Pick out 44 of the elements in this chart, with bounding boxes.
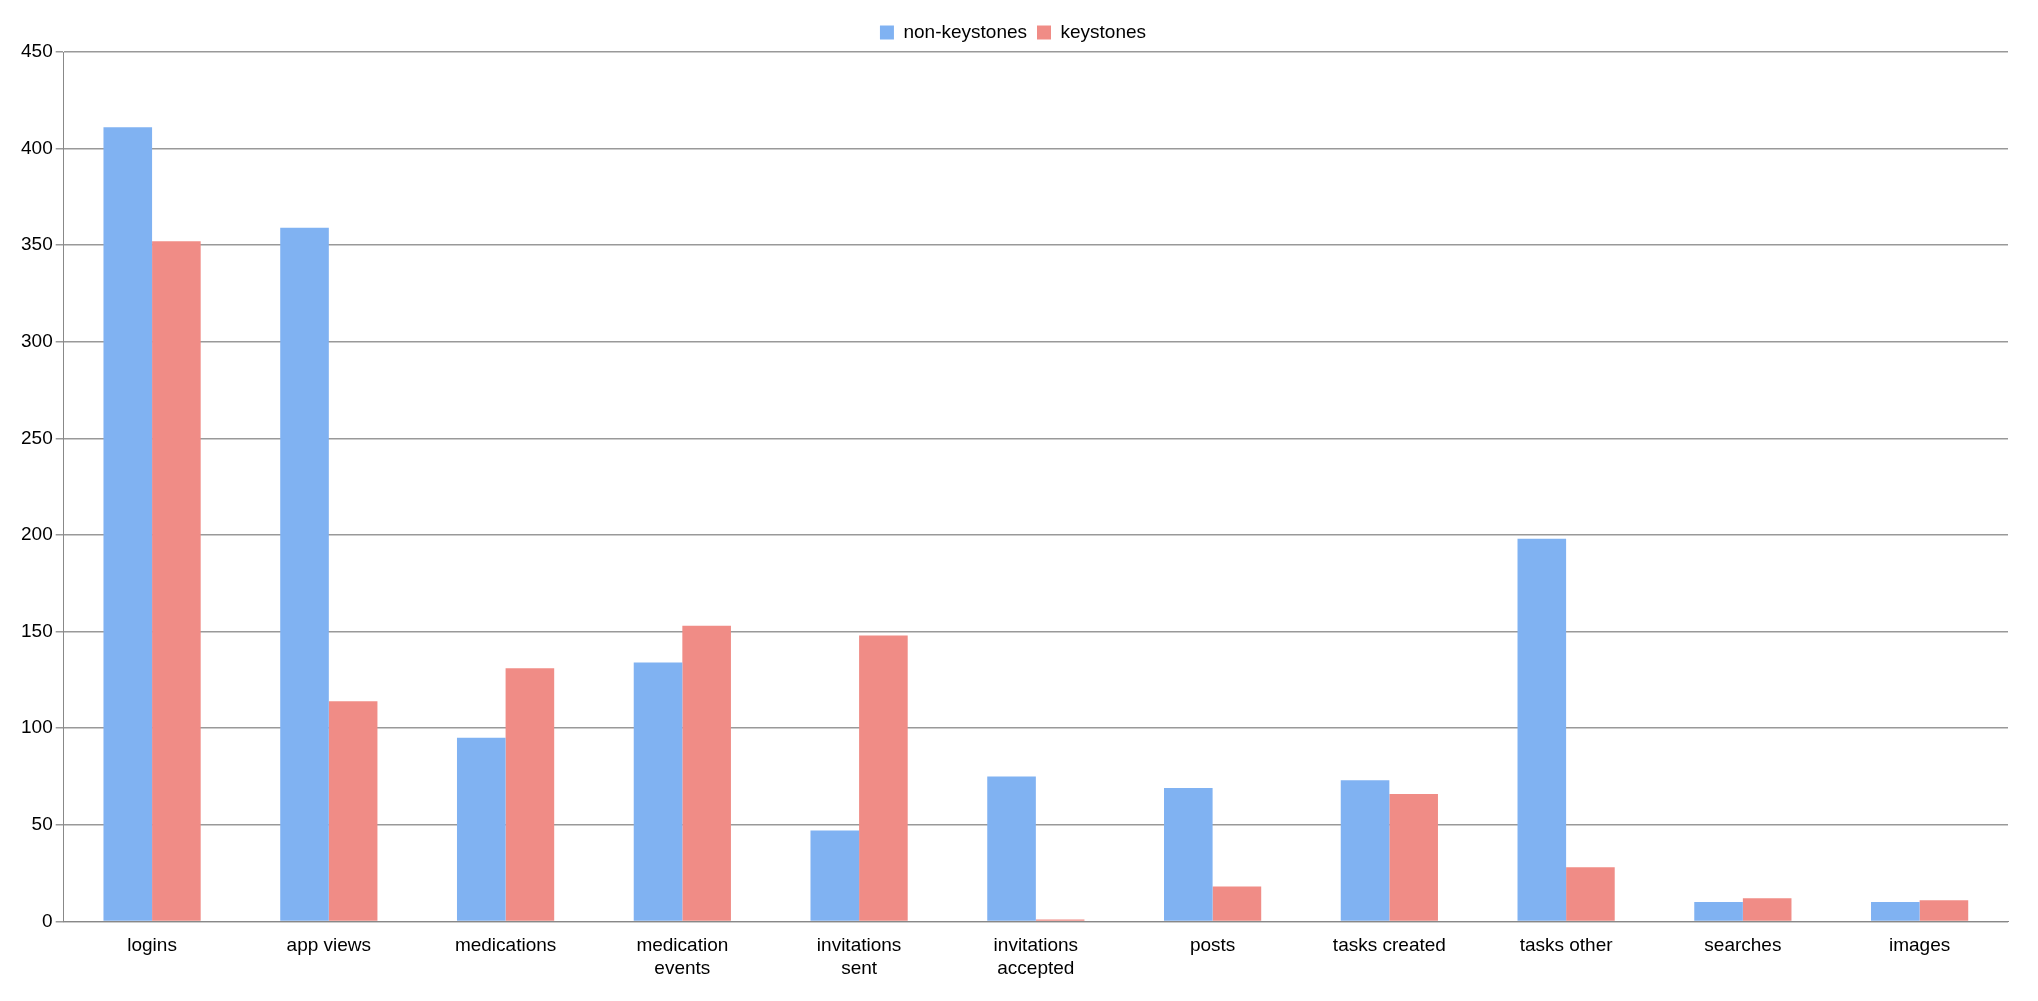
bar bbox=[810, 830, 860, 921]
bar bbox=[1164, 788, 1213, 921]
bar bbox=[328, 701, 378, 921]
x-tick-label: images bbox=[1889, 934, 1951, 956]
bar bbox=[152, 241, 201, 921]
bar bbox=[859, 635, 908, 921]
legend-label: non-keystones bbox=[903, 20, 1028, 42]
y-tick-label: 400 bbox=[21, 136, 53, 158]
bar bbox=[505, 668, 555, 921]
bar bbox=[682, 625, 731, 921]
bar bbox=[1389, 793, 1438, 921]
x-tick-label: medication events bbox=[636, 934, 729, 978]
x-tick-label: posts bbox=[1189, 934, 1236, 956]
bar bbox=[456, 737, 506, 921]
bar bbox=[1212, 886, 1262, 921]
y-tick-label: 450 bbox=[21, 40, 53, 62]
bar bbox=[1566, 867, 1615, 921]
legend-label: keystones bbox=[1060, 20, 1147, 42]
x-tick-label: logins bbox=[127, 934, 177, 956]
bar bbox=[1694, 902, 1743, 921]
y-tick-label: 350 bbox=[21, 233, 53, 255]
y-tick-label: 0 bbox=[42, 909, 53, 931]
bar bbox=[1919, 900, 1969, 921]
x-tick-label: tasks created bbox=[1332, 934, 1446, 956]
y-tick-label: 250 bbox=[21, 426, 53, 448]
x-tick-label: medications bbox=[454, 934, 557, 956]
x-tick-label: invitations sent bbox=[816, 934, 902, 978]
y-tick-label: 100 bbox=[21, 716, 53, 738]
bar bbox=[1517, 538, 1567, 921]
bar bbox=[103, 127, 153, 921]
x-tick-label: tasks other bbox=[1519, 934, 1614, 956]
bar bbox=[280, 227, 329, 921]
bar bbox=[987, 776, 1036, 921]
x-tick-label: app views bbox=[286, 934, 372, 956]
bar bbox=[633, 662, 683, 921]
bar bbox=[1871, 902, 1920, 921]
y-tick-label: 200 bbox=[21, 523, 53, 545]
x-tick-label: searches bbox=[1704, 934, 1782, 956]
bar bbox=[1340, 780, 1390, 921]
x-tick-label: invitations accepted bbox=[993, 934, 1079, 978]
bar bbox=[1742, 898, 1792, 921]
y-tick-label: 300 bbox=[21, 330, 53, 352]
y-tick-label: 150 bbox=[21, 619, 53, 641]
y-tick-label: 50 bbox=[31, 813, 53, 835]
